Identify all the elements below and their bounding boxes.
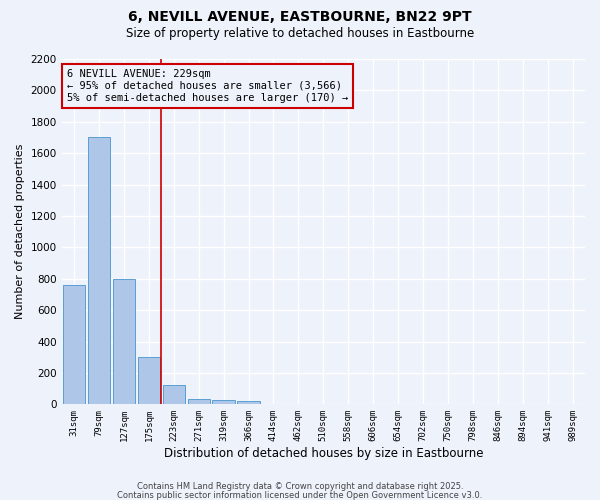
Text: 6 NEVILL AVENUE: 229sqm
← 95% of detached houses are smaller (3,566)
5% of semi-: 6 NEVILL AVENUE: 229sqm ← 95% of detache… (67, 70, 348, 102)
Text: Contains HM Land Registry data © Crown copyright and database right 2025.: Contains HM Land Registry data © Crown c… (137, 482, 463, 491)
Bar (63, 285, 85, 405)
Text: 6, NEVILL AVENUE, EASTBOURNE, BN22 9PT: 6, NEVILL AVENUE, EASTBOURNE, BN22 9PT (128, 10, 472, 24)
Bar (238, 401, 260, 404)
Text: Size of property relative to detached houses in Eastbourne: Size of property relative to detached ho… (126, 28, 474, 40)
Bar (113, 279, 135, 404)
Bar (163, 386, 185, 404)
Y-axis label: Number of detached properties: Number of detached properties (15, 144, 25, 320)
X-axis label: Distribution of detached houses by size in Eastbourne: Distribution of detached houses by size … (164, 447, 483, 460)
Bar (188, 399, 210, 404)
Bar (88, 138, 110, 404)
Text: Contains public sector information licensed under the Open Government Licence v3: Contains public sector information licen… (118, 490, 482, 500)
Bar (212, 400, 235, 404)
Bar (137, 357, 160, 405)
